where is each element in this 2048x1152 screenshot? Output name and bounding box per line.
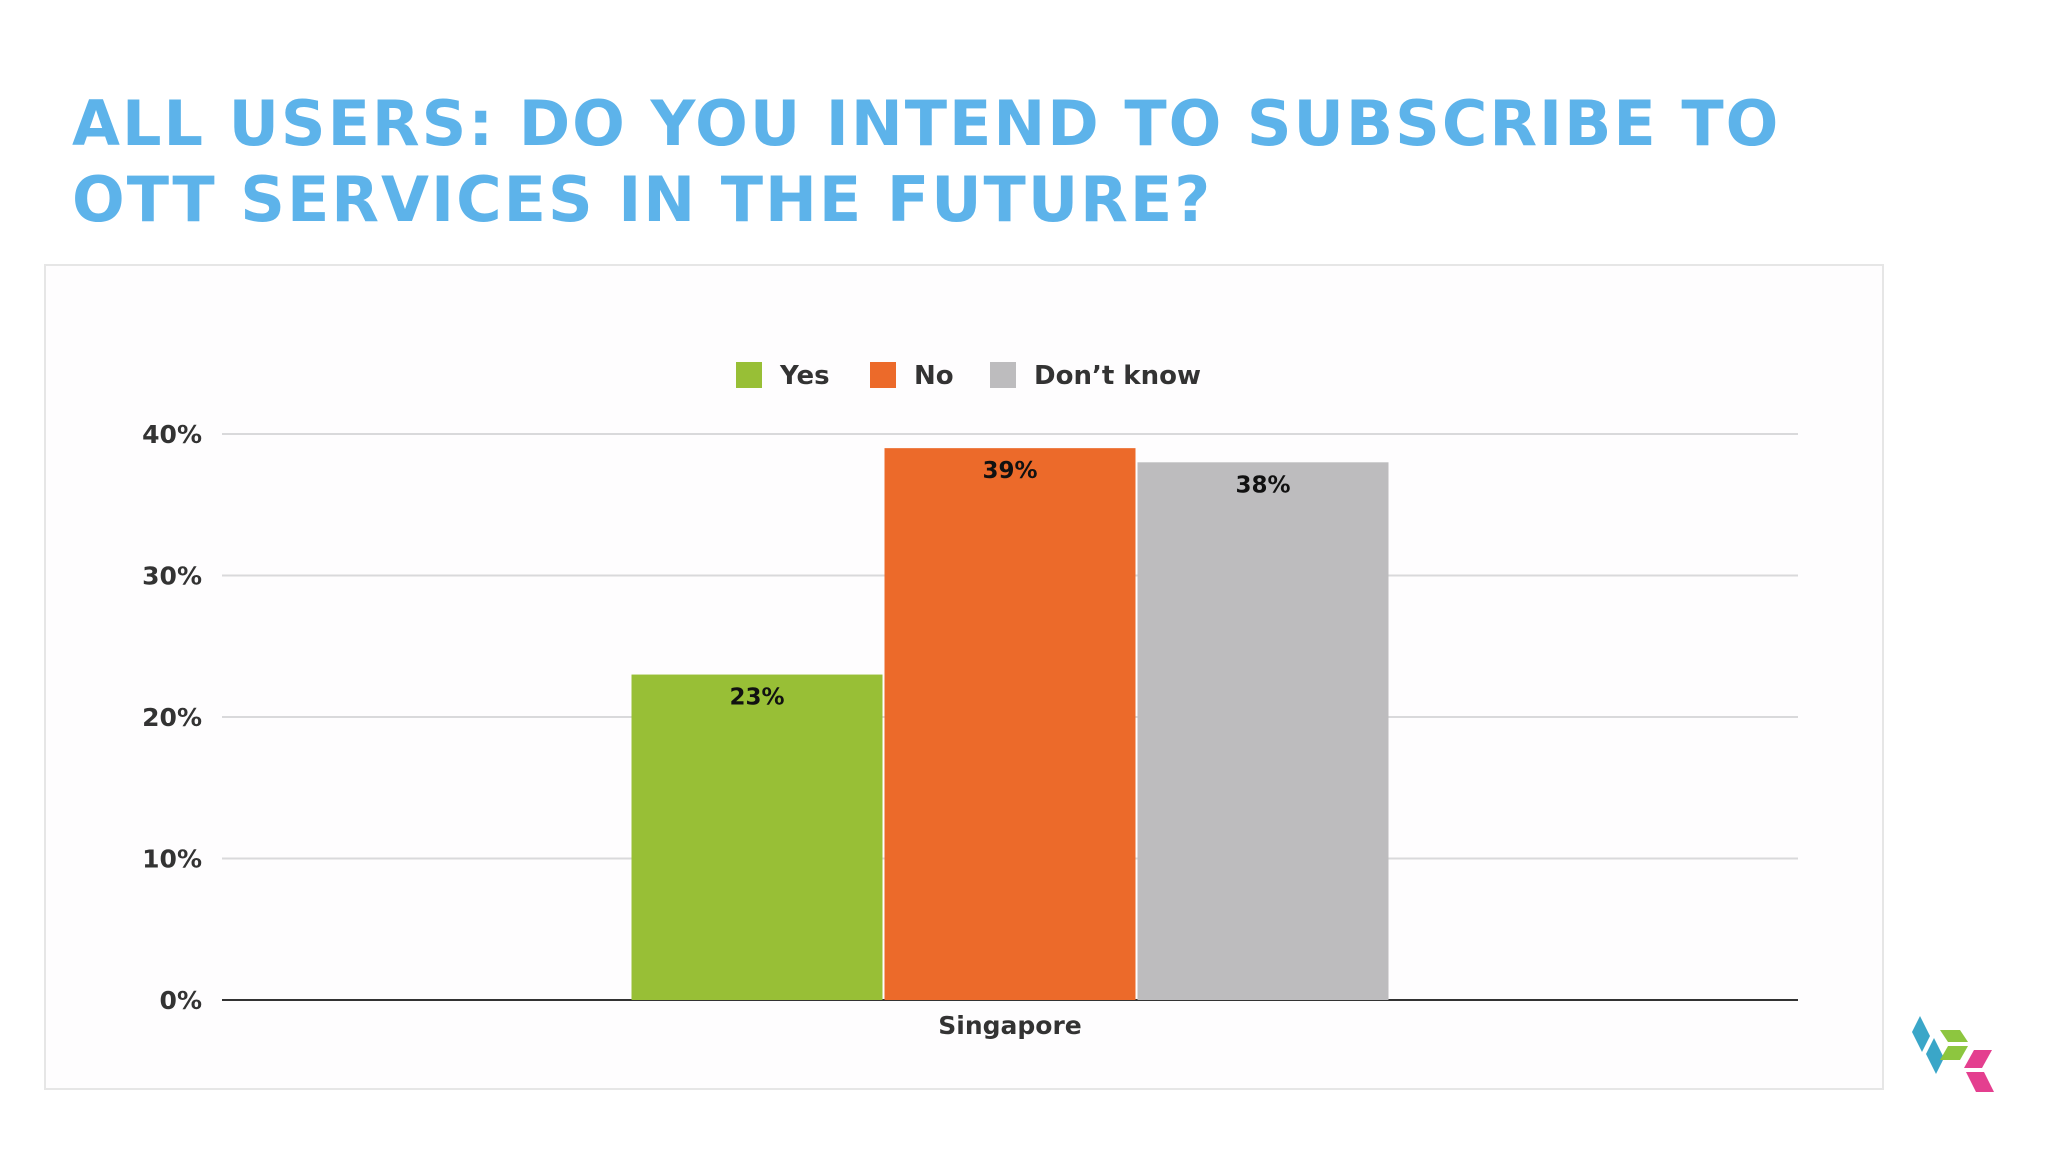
chart-frame: 0% 10% 20% 30% 40% 23% 39% 38% Singapore Yes No… [44, 264, 1884, 1090]
legend-swatch [736, 362, 762, 388]
data-label: 39% [982, 458, 1037, 484]
legend-item: Don’t know [990, 361, 1201, 391]
y-axis: 0% 10% 20% 30% 40% [142, 420, 1798, 1015]
cube-logo-icon [1912, 1016, 1994, 1092]
y-tick-label: 40% [142, 420, 202, 449]
y-tick-label: 0% [160, 986, 202, 1015]
bar-no [884, 448, 1136, 1000]
legend-swatch [870, 362, 896, 388]
bar-don-t-know [1137, 462, 1389, 1000]
x-axis: Singapore [938, 1011, 1082, 1040]
x-tick-label: Singapore [938, 1011, 1082, 1040]
legend-label: Yes [779, 361, 830, 391]
y-tick-label: 20% [142, 703, 202, 732]
legend-item: Yes [736, 361, 830, 391]
legend-item: No [870, 361, 954, 391]
bar-yes [631, 674, 883, 1000]
legend: Yes No Don’t know [736, 361, 1201, 391]
data-label: 38% [1235, 472, 1290, 498]
data-label: 23% [729, 685, 784, 711]
legend-label: No [914, 361, 954, 391]
y-tick-label: 30% [142, 562, 202, 591]
y-tick-label: 10% [142, 845, 202, 874]
bars: 23% 39% 38% [631, 448, 1389, 1000]
legend-swatch [990, 362, 1016, 388]
legend-label: Don’t know [1034, 361, 1201, 391]
bar-chart: 0% 10% 20% 30% 40% 23% 39% 38% Singapore Yes No… [142, 361, 1798, 1040]
slide-title: ALL USERS: DO YOU INTEND TO SUBSCRIBE TO… [72, 87, 1781, 236]
